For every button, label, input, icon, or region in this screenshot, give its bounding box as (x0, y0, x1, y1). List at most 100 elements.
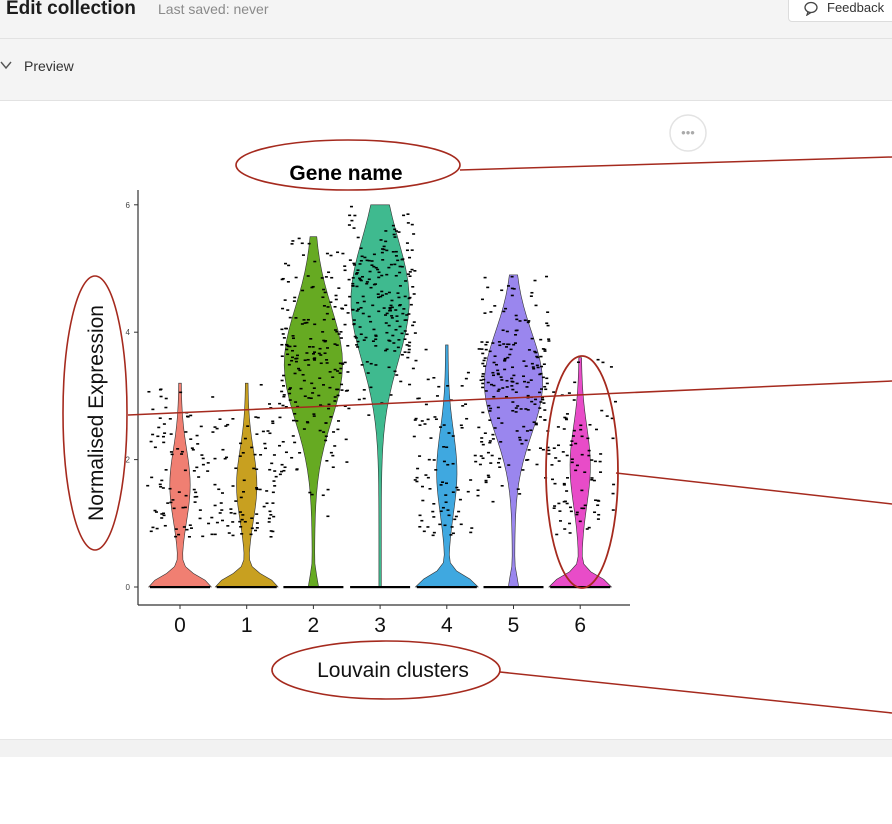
data-point (380, 251, 384, 254)
data-point (511, 388, 515, 391)
data-point (431, 534, 435, 537)
data-point (211, 431, 215, 433)
data-point (327, 403, 331, 406)
x-tick-label: 3 (374, 614, 386, 637)
data-point (229, 508, 233, 510)
data-point (239, 496, 243, 499)
data-point (481, 373, 485, 375)
data-point (480, 441, 484, 443)
data-point (310, 382, 314, 385)
data-point (254, 416, 258, 418)
data-point (540, 388, 544, 390)
data-point (426, 476, 430, 479)
feedback-button[interactable]: Feedback (788, 0, 892, 22)
data-point (381, 294, 385, 297)
data-point (354, 337, 358, 339)
data-point (283, 466, 287, 469)
data-point (555, 533, 559, 536)
data-point (356, 301, 360, 304)
data-point (439, 510, 443, 513)
data-point (341, 252, 345, 255)
data-point (303, 322, 307, 324)
data-point (405, 242, 409, 244)
data-point (321, 296, 325, 299)
data-point (284, 451, 288, 454)
data-point (358, 263, 362, 265)
data-point (269, 530, 273, 532)
x-tick-label: 5 (508, 614, 520, 637)
data-point (184, 431, 188, 433)
data-point (210, 533, 214, 536)
data-point (271, 502, 275, 504)
data-point (343, 361, 347, 364)
data-point (529, 295, 533, 297)
data-point (499, 441, 503, 443)
data-point (539, 401, 543, 403)
data-point (500, 379, 504, 381)
more-button-circle[interactable] (669, 114, 707, 152)
data-point (420, 485, 424, 488)
data-point (321, 331, 325, 333)
data-point (335, 388, 339, 391)
data-point (252, 467, 256, 470)
data-point (413, 270, 417, 272)
data-point (172, 507, 176, 510)
data-point (582, 507, 586, 510)
data-point (485, 341, 489, 343)
data-point (552, 391, 556, 393)
data-point (371, 304, 375, 307)
data-point (305, 321, 309, 324)
data-point (593, 511, 597, 514)
data-point (459, 523, 463, 526)
data-point (407, 348, 411, 351)
data-point (198, 509, 202, 511)
chevron-down-icon[interactable] (0, 60, 12, 70)
data-point (351, 282, 355, 285)
data-point (366, 372, 370, 374)
data-point (597, 500, 601, 502)
data-point (339, 337, 343, 339)
data-point (499, 376, 503, 378)
data-point (568, 532, 572, 534)
data-point (308, 491, 312, 494)
data-point (400, 265, 404, 268)
data-point (395, 320, 399, 322)
data-point (268, 468, 272, 471)
data-point (484, 479, 488, 482)
data-point (510, 380, 514, 383)
data-point (399, 380, 403, 383)
data-point (516, 488, 520, 490)
data-point (193, 501, 197, 503)
data-point (359, 333, 363, 336)
data-point (585, 528, 589, 530)
data-point (387, 366, 391, 369)
data-point (524, 365, 528, 367)
data-point (580, 453, 584, 456)
data-point (384, 240, 388, 243)
data-point (454, 515, 458, 518)
data-point (572, 399, 576, 401)
data-point (291, 337, 295, 340)
data-point (411, 324, 415, 327)
more-menu-button[interactable]: ••• (669, 114, 707, 152)
data-point (512, 343, 516, 346)
x-tick-label: 4 (441, 614, 453, 637)
data-point (498, 457, 502, 460)
data-point (319, 362, 323, 365)
data-point (365, 282, 369, 285)
data-point (505, 330, 509, 333)
data-point (206, 470, 210, 472)
data-point (437, 385, 441, 388)
data-point (246, 425, 250, 427)
data-point (217, 488, 221, 491)
data-point (576, 361, 580, 364)
data-point (271, 491, 275, 494)
more-icon[interactable]: ••• (681, 125, 695, 140)
data-point (174, 535, 178, 538)
data-point (408, 341, 412, 344)
data-point (174, 528, 178, 530)
preview-section-header[interactable]: Preview (0, 39, 892, 101)
data-point (513, 342, 517, 344)
data-point (250, 527, 254, 530)
